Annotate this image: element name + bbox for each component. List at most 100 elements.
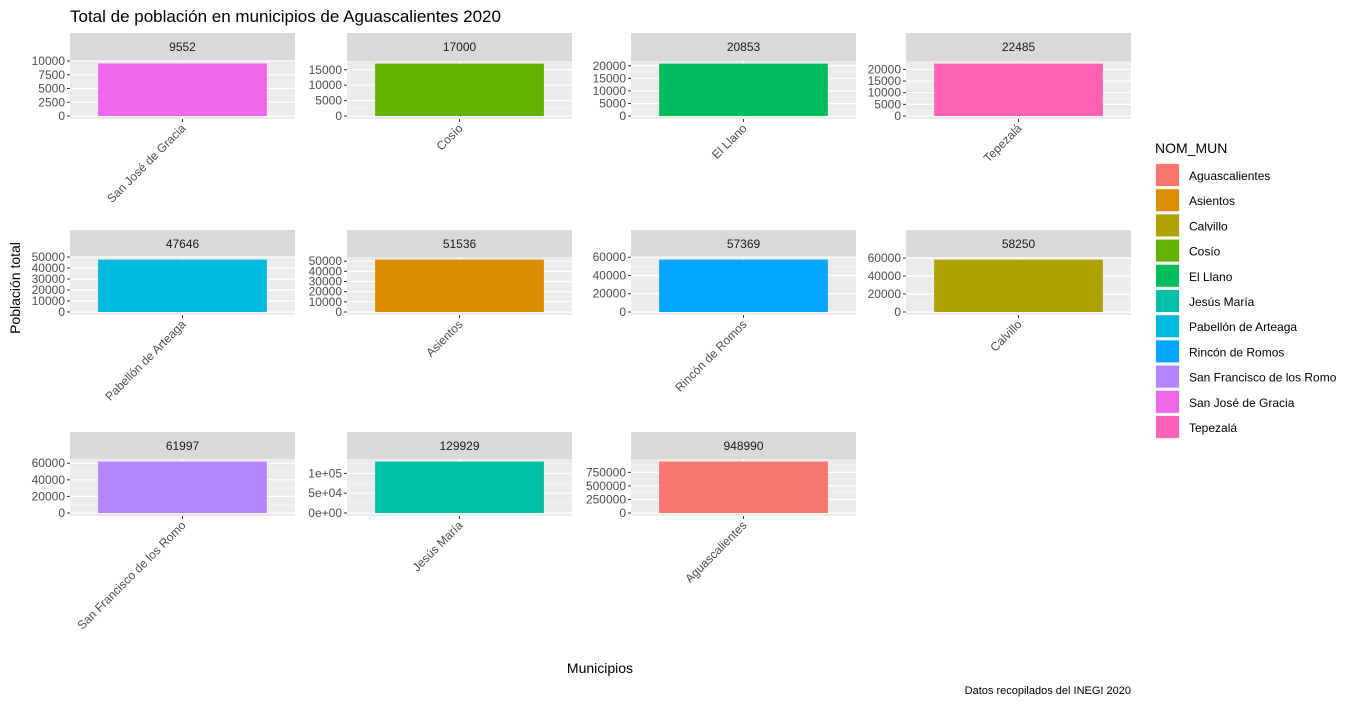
y-tick-label: 40000 xyxy=(309,264,343,278)
y-tick-label: 10000 xyxy=(593,84,627,98)
bar xyxy=(375,461,544,513)
facet-strip xyxy=(906,33,1131,61)
x-tick-label: Pabellón de Arteaga xyxy=(102,317,189,404)
facet-panel: 61997 0 20000 40000 60000 San Francisco de lo… xyxy=(32,432,295,632)
y-tick-label: 500000 xyxy=(586,479,626,493)
y-tick-label: 15000 xyxy=(593,71,627,85)
legend-item: Cosío xyxy=(1155,238,1221,263)
y-tick-label: 5e+04 xyxy=(308,486,342,500)
y-tick-label: 15000 xyxy=(309,63,343,77)
y-tick-label: 10000 xyxy=(32,54,66,68)
y-tick-label: 20000 xyxy=(593,287,627,301)
facet-strip-label: 9552 xyxy=(169,40,196,54)
y-tick-label: 5000 xyxy=(599,96,626,110)
legend-label: Asientos xyxy=(1189,194,1235,208)
legend-swatch xyxy=(1156,365,1179,388)
legend-swatch xyxy=(1156,290,1179,312)
y-tick-label: 0 xyxy=(58,506,65,520)
facet-strip xyxy=(347,33,572,61)
y-tick-label: 20000 xyxy=(32,489,66,503)
legend-swatch xyxy=(1156,340,1179,363)
y-tick-label: 50000 xyxy=(309,254,343,268)
facet-strip-label: 47646 xyxy=(166,237,200,251)
y-tick-label: 10000 xyxy=(309,78,343,92)
y-tick-label: 0 xyxy=(894,305,901,319)
bar xyxy=(659,461,828,513)
legend-label: El Llano xyxy=(1189,270,1233,284)
facet-strip-label: 61997 xyxy=(166,439,200,453)
legend-swatch xyxy=(1156,315,1179,338)
x-tick-label: Jesús María xyxy=(410,518,466,574)
y-tick-label: 5000 xyxy=(315,94,342,108)
y-tick-label: 20000 xyxy=(868,62,902,76)
legend-label: Tepezalá xyxy=(1189,421,1237,435)
bar xyxy=(659,259,828,312)
y-tick-label: 30000 xyxy=(309,275,343,289)
facet-panel: 129929 0e+00 5e+04 1e+05 Jesús María xyxy=(308,432,572,574)
y-tick-label: 750000 xyxy=(586,465,626,479)
y-tick-label: 0 xyxy=(58,109,65,123)
legend-swatch xyxy=(1156,264,1179,287)
x-tick-label: El Llano xyxy=(709,121,750,162)
facet-strip-label: 17000 xyxy=(443,40,477,54)
legend-label: Aguascalientes xyxy=(1189,169,1270,183)
facet-strip-label: 20853 xyxy=(727,40,761,54)
legend-item: Tepezalá xyxy=(1155,415,1237,439)
chart-caption: Datos recopilados del INEGI 2020 xyxy=(965,685,1131,697)
bar xyxy=(98,461,267,513)
bar xyxy=(934,63,1103,116)
y-tick-label: 40000 xyxy=(593,268,627,282)
facet-strip-label: 129929 xyxy=(439,439,479,453)
y-tick-label: 50000 xyxy=(32,250,66,264)
legend-item: San Francisco de los Romo xyxy=(1155,364,1337,389)
legend-label: Jesús María xyxy=(1189,295,1255,309)
y-axis-label: Población total xyxy=(7,242,23,334)
legend-label: Pabellón de Arteaga xyxy=(1189,320,1297,334)
x-tick-label: Asientos xyxy=(423,317,465,359)
y-tick-label: 10000 xyxy=(32,294,66,308)
bar xyxy=(98,63,267,116)
facet-strip-label: 58250 xyxy=(1002,237,1036,251)
legend-label: San José de Gracia xyxy=(1189,396,1295,410)
y-tick-label: 60000 xyxy=(868,251,902,265)
y-tick-label: 5000 xyxy=(874,97,901,111)
legend-item: San José de Gracia xyxy=(1155,389,1295,414)
legend-swatch xyxy=(1156,239,1179,262)
x-axis-label: Municipios xyxy=(567,660,633,676)
bar xyxy=(375,259,544,312)
legend-label: Calvillo xyxy=(1189,219,1228,233)
y-tick-label: 0 xyxy=(335,305,342,319)
facet-panel: 57369 0 20000 40000 60000 Rincón de Romos xyxy=(593,230,856,395)
y-tick-label: 5000 xyxy=(38,82,65,96)
y-tick-label: 20000 xyxy=(593,59,627,73)
y-tick-label: 20000 xyxy=(309,285,343,299)
y-tick-label: 40000 xyxy=(868,269,902,283)
y-tick-label: 7500 xyxy=(38,68,65,82)
facet-strip-label: 22485 xyxy=(1002,40,1036,54)
y-tick-label: 0 xyxy=(619,305,626,319)
legend-item: Pabellón de Arteaga xyxy=(1155,314,1297,339)
x-tick-label: San Francisco de los Romo xyxy=(74,518,188,632)
facet-strip xyxy=(631,432,856,460)
y-tick-label: 0 xyxy=(335,109,342,123)
x-tick-label: San José de Gracia xyxy=(104,121,189,206)
y-tick-label: 60000 xyxy=(32,456,66,470)
legend-swatch xyxy=(1156,416,1179,438)
y-tick-label: 10000 xyxy=(868,86,902,100)
legend-item: Jesús María xyxy=(1155,289,1255,313)
legend-label: Cosío xyxy=(1189,245,1221,259)
facet-strip xyxy=(347,230,572,258)
facet-strip xyxy=(70,33,295,61)
facet-strip-label: 948990 xyxy=(723,439,763,453)
y-tick-label: 2500 xyxy=(38,95,65,109)
facet-strip xyxy=(631,230,856,258)
legend: Aguascalientes Asientos Calvillo Cosío El Ll… xyxy=(1155,163,1337,439)
